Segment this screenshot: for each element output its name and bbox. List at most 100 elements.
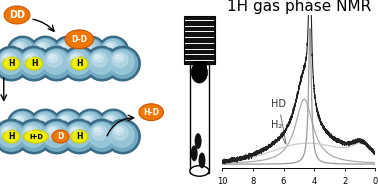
Ellipse shape	[139, 104, 163, 121]
Ellipse shape	[27, 55, 32, 59]
Ellipse shape	[93, 127, 103, 135]
Ellipse shape	[65, 49, 94, 78]
Ellipse shape	[0, 50, 23, 74]
Ellipse shape	[17, 46, 51, 81]
Ellipse shape	[57, 40, 78, 61]
Ellipse shape	[39, 46, 74, 81]
Ellipse shape	[50, 55, 54, 59]
Ellipse shape	[14, 115, 27, 128]
Ellipse shape	[73, 55, 77, 59]
Text: H: H	[8, 59, 15, 68]
Ellipse shape	[0, 46, 29, 81]
Ellipse shape	[39, 119, 74, 154]
Ellipse shape	[91, 53, 107, 67]
Ellipse shape	[5, 128, 9, 132]
Ellipse shape	[5, 55, 9, 59]
Ellipse shape	[25, 54, 35, 62]
Ellipse shape	[39, 44, 43, 47]
Ellipse shape	[53, 109, 83, 140]
Ellipse shape	[52, 130, 69, 143]
Ellipse shape	[55, 111, 81, 137]
Ellipse shape	[59, 115, 73, 128]
Ellipse shape	[53, 36, 83, 67]
Ellipse shape	[33, 39, 58, 64]
Ellipse shape	[50, 128, 54, 132]
Text: H: H	[76, 59, 83, 68]
Ellipse shape	[36, 115, 50, 128]
Text: HD: HD	[271, 99, 286, 144]
Ellipse shape	[110, 50, 134, 74]
Text: H: H	[8, 132, 15, 141]
Ellipse shape	[21, 123, 45, 147]
Ellipse shape	[116, 55, 121, 59]
Ellipse shape	[42, 122, 71, 151]
Ellipse shape	[93, 54, 103, 62]
Ellipse shape	[23, 53, 39, 67]
Ellipse shape	[1, 53, 17, 67]
Ellipse shape	[105, 46, 140, 81]
Ellipse shape	[25, 57, 42, 70]
Ellipse shape	[71, 54, 81, 62]
Ellipse shape	[27, 128, 32, 132]
Ellipse shape	[107, 117, 112, 120]
Ellipse shape	[0, 119, 29, 154]
Ellipse shape	[38, 116, 46, 123]
Ellipse shape	[57, 113, 78, 134]
Ellipse shape	[3, 130, 20, 143]
Ellipse shape	[102, 113, 123, 134]
Ellipse shape	[62, 44, 66, 47]
Ellipse shape	[79, 113, 101, 134]
Ellipse shape	[95, 55, 100, 59]
Ellipse shape	[11, 40, 33, 61]
Ellipse shape	[104, 115, 118, 128]
Ellipse shape	[82, 42, 95, 55]
Ellipse shape	[65, 122, 94, 151]
Ellipse shape	[3, 57, 20, 70]
Ellipse shape	[78, 39, 104, 64]
Ellipse shape	[0, 123, 23, 147]
Ellipse shape	[65, 30, 93, 49]
Ellipse shape	[55, 39, 81, 64]
Text: H: H	[76, 132, 83, 141]
Ellipse shape	[36, 42, 50, 55]
Ellipse shape	[30, 109, 60, 140]
Ellipse shape	[23, 130, 48, 143]
Ellipse shape	[3, 127, 12, 135]
Ellipse shape	[67, 50, 91, 74]
Text: D: D	[57, 132, 64, 141]
Ellipse shape	[78, 111, 104, 137]
Ellipse shape	[60, 43, 69, 50]
Ellipse shape	[76, 109, 106, 140]
Ellipse shape	[34, 113, 55, 134]
Ellipse shape	[116, 128, 121, 132]
Ellipse shape	[11, 113, 33, 134]
Ellipse shape	[83, 116, 91, 123]
Ellipse shape	[4, 6, 30, 24]
Ellipse shape	[23, 125, 39, 140]
Ellipse shape	[62, 46, 97, 81]
Text: DD: DD	[9, 10, 25, 20]
Ellipse shape	[114, 127, 124, 135]
Ellipse shape	[95, 128, 100, 132]
Ellipse shape	[89, 123, 113, 147]
Ellipse shape	[102, 40, 123, 61]
Ellipse shape	[30, 36, 60, 67]
Ellipse shape	[1, 125, 17, 140]
Ellipse shape	[108, 122, 138, 151]
Ellipse shape	[69, 53, 85, 67]
Ellipse shape	[79, 40, 101, 61]
Ellipse shape	[14, 42, 27, 55]
Text: D-D: D-D	[71, 35, 87, 44]
Ellipse shape	[38, 43, 46, 50]
Ellipse shape	[43, 123, 68, 147]
Ellipse shape	[114, 54, 124, 62]
Ellipse shape	[67, 123, 91, 147]
Ellipse shape	[34, 40, 55, 61]
Ellipse shape	[17, 117, 21, 120]
Text: H-D: H-D	[29, 134, 43, 140]
Ellipse shape	[48, 127, 58, 135]
Ellipse shape	[105, 119, 140, 154]
Ellipse shape	[101, 111, 126, 137]
Ellipse shape	[10, 39, 36, 64]
Ellipse shape	[190, 166, 209, 176]
